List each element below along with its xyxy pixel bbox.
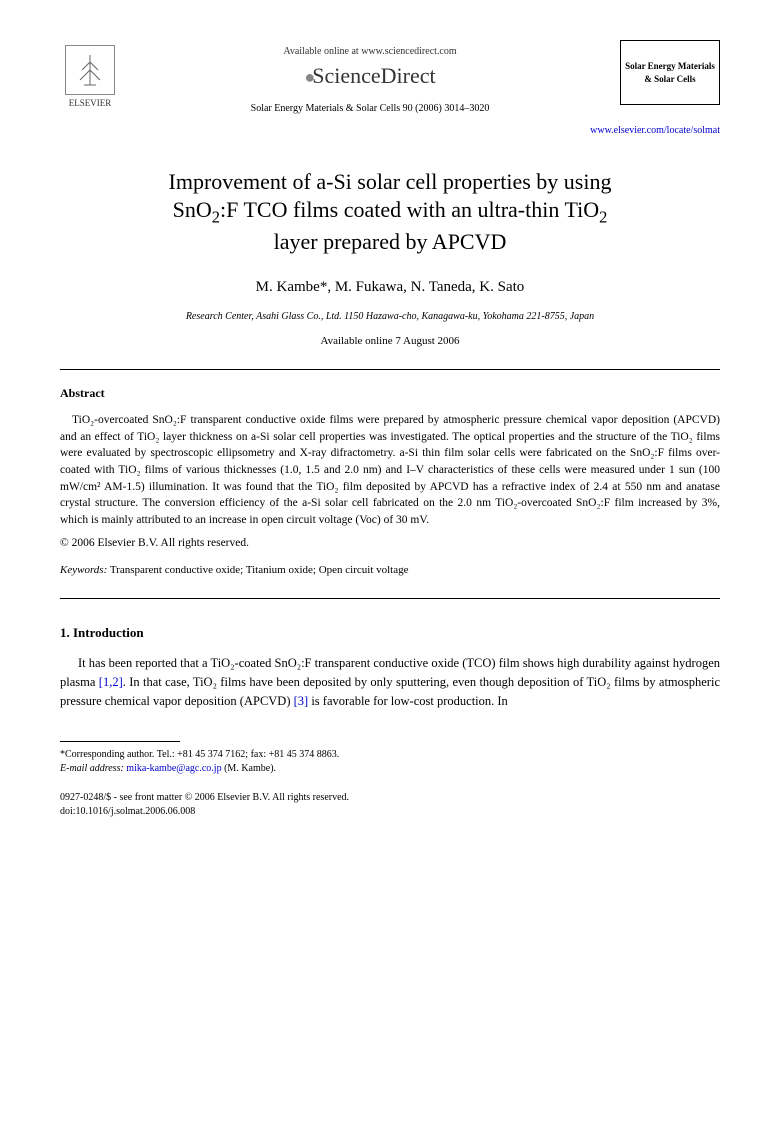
publication-date: Available online 7 August 2006 bbox=[60, 334, 720, 349]
divider-top bbox=[60, 369, 720, 370]
abstract-text: TiO₂-overcoated SnO₂:F transparent condu… bbox=[60, 414, 720, 526]
abstract-body: TiO₂-overcoated SnO₂:F transparent condu… bbox=[60, 412, 720, 529]
footnote-divider bbox=[60, 741, 180, 742]
abstract-heading: Abstract bbox=[60, 385, 720, 402]
keywords: Keywords: Transparent conductive oxide; … bbox=[60, 563, 720, 578]
corresponding-author-footnote: *Corresponding author. Tel.: +81 45 374 … bbox=[60, 748, 720, 762]
divider-bottom bbox=[60, 598, 720, 599]
section-1-heading: 1. Introduction bbox=[60, 624, 720, 642]
ref-link-1[interactable]: [1,2] bbox=[99, 675, 123, 689]
title-line1: Improvement of a-Si solar cell propertie… bbox=[169, 169, 612, 194]
keywords-text: Transparent conductive oxide; Titanium o… bbox=[107, 564, 408, 576]
elsevier-logo: ELSEVIER bbox=[60, 40, 120, 110]
elsevier-label: ELSEVIER bbox=[69, 97, 112, 110]
article-title: Improvement of a-Si solar cell propertie… bbox=[60, 168, 720, 257]
section-1-body: It has been reported that a TiO₂-coated … bbox=[60, 654, 720, 710]
affiliation: Research Center, Asahi Glass Co., Ltd. 1… bbox=[60, 310, 720, 324]
journal-box-line1: Solar Energy Materials bbox=[625, 60, 715, 73]
sciencedirect-logo: ●ScienceDirect bbox=[120, 61, 620, 92]
sciencedirect-text: ScienceDirect bbox=[312, 63, 435, 88]
title-line2-mid: :F TCO films coated with an ultra-thin T… bbox=[220, 197, 599, 222]
doi-info: doi:10.1016/j.solmat.2006.06.008 bbox=[60, 805, 720, 819]
email-author: (M. Kambe). bbox=[222, 763, 276, 774]
elsevier-tree-icon bbox=[65, 45, 115, 95]
email-link[interactable]: mika-kambe@agc.co.jp bbox=[126, 763, 221, 774]
journal-box-line2: & Solar Cells bbox=[644, 73, 695, 86]
intro-text-post: is favorable for low-cost production. In bbox=[308, 694, 508, 708]
journal-url[interactable]: www.elsevier.com/locate/solmat bbox=[60, 124, 720, 138]
abstract-copyright: © 2006 Elsevier B.V. All rights reserved… bbox=[60, 535, 720, 551]
authors-list: M. Kambe*, M. Fukawa, N. Taneda, K. Sato bbox=[60, 277, 720, 298]
journal-cover-box: Solar Energy Materials & Solar Cells bbox=[620, 40, 720, 105]
email-label: E-mail address: bbox=[60, 763, 124, 774]
issn-info: 0927-0248/$ - see front matter © 2006 El… bbox=[60, 791, 720, 805]
ref-link-2[interactable]: [3] bbox=[294, 694, 309, 708]
header-row: ELSEVIER Available online at www.science… bbox=[60, 40, 720, 116]
journal-citation: Solar Energy Materials & Solar Cells 90 … bbox=[120, 102, 620, 116]
title-line2-pre: SnO bbox=[173, 197, 212, 222]
keywords-label: Keywords: bbox=[60, 564, 107, 576]
center-header: Available online at www.sciencedirect.co… bbox=[120, 40, 620, 116]
email-footnote: E-mail address: mika-kambe@agc.co.jp (M.… bbox=[60, 762, 720, 776]
title-line3: layer prepared by APCVD bbox=[274, 229, 507, 254]
available-online-text: Available online at www.sciencedirect.co… bbox=[120, 45, 620, 59]
